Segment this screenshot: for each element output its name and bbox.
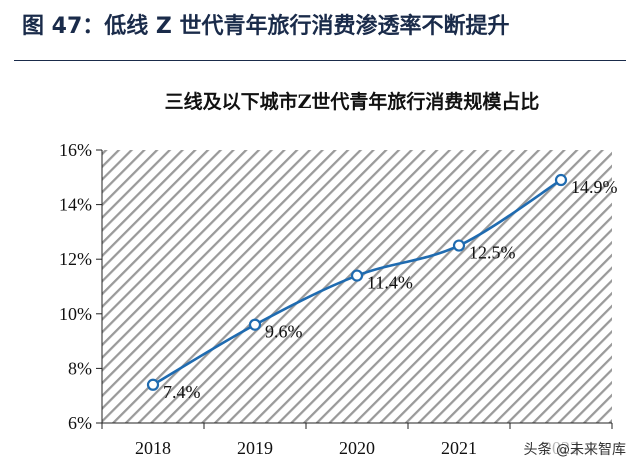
x-tick-label: 2018 — [135, 438, 171, 458]
y-tick-label: 10% — [59, 304, 92, 324]
watermark: 头条 @未来智库 — [521, 439, 628, 459]
data-point — [452, 239, 466, 252]
x-tick-label: 2021 — [441, 438, 477, 458]
chart-title: 三线及以下城市Z世代青年旅行消费规模占比 — [165, 90, 540, 113]
data-label: 7.4% — [163, 382, 201, 402]
x-tick-label: 2019 — [237, 438, 273, 458]
title-rule — [14, 60, 626, 61]
data-point — [554, 173, 568, 187]
data-label: 12.5% — [469, 243, 516, 263]
x-tick-label: 2020 — [339, 438, 375, 458]
data-label: 9.6% — [265, 322, 303, 342]
data-point — [350, 269, 364, 282]
data-label: 11.4% — [367, 273, 413, 293]
y-tick-label: 14% — [59, 195, 92, 215]
y-tick-label: 12% — [59, 249, 92, 269]
data-point — [248, 318, 262, 331]
y-tick-label: 16% — [59, 140, 92, 160]
y-tick-label: 6% — [68, 413, 92, 433]
y-tick-label: 8% — [68, 358, 92, 378]
data-label: 14.9% — [571, 177, 618, 197]
figure-title: 图 47：低线 Z 世代青年旅行消费渗透率不断提升 — [22, 14, 510, 39]
plot-area — [102, 150, 612, 423]
data-point — [146, 378, 160, 391]
